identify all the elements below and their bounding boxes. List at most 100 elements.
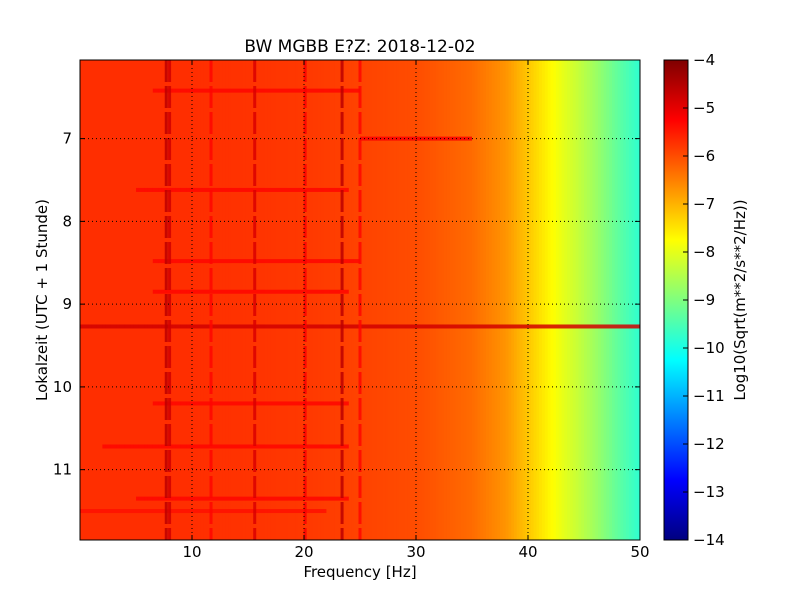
heatmap-strip [287, 60, 291, 540]
heatmap-strip [136, 60, 140, 540]
heatmap-strip [516, 60, 521, 540]
heatmap-strip [441, 60, 445, 540]
heatmap-strip [460, 60, 465, 540]
heatmap-strip [508, 60, 512, 540]
heatmap-strip [390, 60, 395, 540]
x-axis-label: Frequency [Hz] [303, 563, 416, 581]
heatmap-strip [449, 60, 453, 540]
heatmap-strip [306, 60, 311, 540]
y-tick-label: 9 [62, 295, 72, 313]
heatmap-strip [360, 60, 364, 540]
heatmap-strip [463, 60, 467, 540]
heatmap-strip [522, 60, 526, 540]
heatmap-strip [572, 60, 577, 540]
x-tick-label: 40 [518, 543, 537, 561]
heatmap-strip [376, 60, 381, 540]
heatmap-strip [458, 60, 462, 540]
heatmap-strip [474, 60, 479, 540]
heatmap-strip [556, 60, 560, 540]
heatmap-strip [116, 60, 120, 540]
heatmap-strip [248, 60, 252, 540]
heatmap-strip [172, 60, 176, 540]
heatmap-strip [598, 60, 602, 540]
heatmap-strip [533, 60, 537, 540]
y-tick-label: 11 [53, 461, 72, 479]
heatmap-strip [183, 60, 187, 540]
heatmap-strip [623, 60, 627, 540]
heatmap-strip [351, 60, 355, 540]
x-tick-label: 20 [294, 543, 313, 561]
heatmap-strip [525, 60, 529, 540]
heatmap-strip [312, 60, 316, 540]
heatmap-strip [99, 60, 103, 540]
colorbar-ticks: −4 −5 −6 −7 −8 −9 −10 −11 −12 −13 −14 [683, 51, 725, 549]
heatmap-strip [446, 60, 451, 540]
heatmap-strip [298, 60, 302, 540]
horizontal-line [152, 401, 349, 406]
heatmap-strip [150, 60, 154, 540]
heatmap-strip [497, 60, 501, 540]
plot-frame [79, 59, 641, 541]
heatmap-strip [382, 60, 386, 540]
heatmap-strip [82, 60, 87, 540]
heatmap-strip [528, 60, 532, 540]
heatmap-strip [558, 60, 563, 540]
heatmap-strip [519, 60, 523, 540]
horizontal-line [152, 259, 360, 264]
heatmap-strip [606, 60, 610, 540]
colorbar-tick-label: −9 [693, 291, 715, 309]
heatmap-strip [544, 60, 549, 540]
heatmap-strip [567, 60, 571, 540]
heatmap-strip [292, 60, 297, 540]
heatmap-strip [284, 60, 288, 540]
horizontal-line [102, 444, 349, 449]
colorbar-tick-label: −6 [693, 147, 715, 165]
heatmap-strip [231, 60, 235, 540]
heatmap-strip [281, 60, 285, 540]
heatmap-strip [80, 60, 84, 540]
heatmap-strip [91, 60, 95, 540]
heatmap-strip [225, 60, 229, 540]
heatmap-strip [155, 60, 159, 540]
heatmap-strip [309, 60, 313, 540]
heatmap-strip [203, 60, 207, 540]
heatmap-strip [410, 60, 414, 540]
colorbar-tick-label: −12 [693, 435, 725, 453]
heatmap-strip [500, 60, 504, 540]
horizontal-line [152, 289, 349, 294]
colorbar-tick-label: −8 [693, 243, 715, 261]
heatmap-strip [169, 60, 173, 540]
heatmap-strip [550, 60, 554, 540]
heatmap-strip [438, 60, 442, 540]
heatmap-strip [138, 60, 143, 540]
heatmap-strip [326, 60, 330, 540]
heatmap-strip [603, 60, 607, 540]
heatmap-strip [530, 60, 535, 540]
heatmap-strip [217, 60, 221, 540]
y-tick-label: 7 [62, 130, 72, 148]
heatmap-strip [589, 60, 593, 540]
heatmap-strip [259, 60, 263, 540]
heatmap-strip [200, 60, 204, 540]
colorbar-tick-label: −10 [693, 339, 725, 357]
y-tick-label: 10 [53, 378, 72, 396]
heatmap-strip [222, 60, 227, 540]
heatmap-strip [427, 60, 431, 540]
heatmap-strip [197, 60, 201, 540]
heatmap-strip [194, 60, 199, 540]
heatmap-strip [110, 60, 115, 540]
heatmap-strip [483, 60, 487, 540]
heatmap-strip [488, 60, 493, 540]
heatmap-strip [575, 60, 579, 540]
heatmap-strip [329, 60, 333, 540]
heatmap-strip [536, 60, 540, 540]
heatmap-strip [505, 60, 509, 540]
colorbar-tick-label: −11 [693, 387, 725, 405]
heatmap-strip [435, 60, 439, 540]
heatmap-strip [175, 60, 179, 540]
heatmap-strip [542, 60, 546, 540]
heatmap-strip [262, 60, 266, 540]
heatmap-strip [256, 60, 260, 540]
heatmap-strip [511, 60, 515, 540]
heatmap-strip [276, 60, 280, 540]
